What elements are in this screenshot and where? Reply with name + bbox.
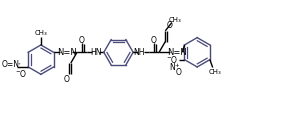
Text: O: O — [151, 36, 157, 45]
Text: CH₃: CH₃ — [168, 17, 181, 23]
Text: N=N: N=N — [167, 48, 187, 57]
Text: N$^{+}$: N$^{+}$ — [169, 61, 181, 73]
Text: NH: NH — [133, 48, 144, 57]
Text: O: O — [166, 21, 172, 30]
Text: CH₃: CH₃ — [209, 69, 221, 75]
Text: O=N: O=N — [2, 60, 20, 69]
Text: HN: HN — [90, 48, 102, 57]
Text: O: O — [64, 75, 70, 84]
Text: CH₃: CH₃ — [35, 30, 48, 36]
Text: $^{-}$O: $^{-}$O — [166, 54, 178, 65]
Text: O: O — [176, 68, 181, 77]
Text: N=N: N=N — [57, 48, 77, 57]
Text: $^{-}$O: $^{-}$O — [15, 68, 27, 79]
Text: O: O — [79, 36, 85, 45]
Text: $^{+}$: $^{+}$ — [17, 62, 22, 67]
